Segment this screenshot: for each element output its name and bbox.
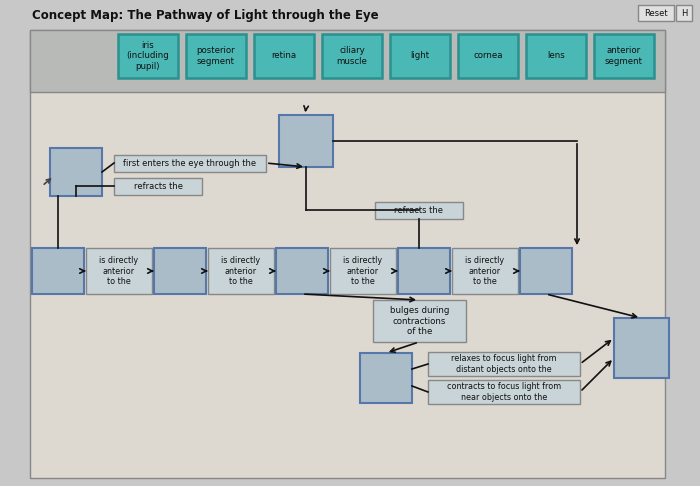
FancyBboxPatch shape (614, 318, 669, 378)
FancyBboxPatch shape (86, 248, 152, 294)
Text: refracts the: refracts the (395, 206, 444, 215)
FancyBboxPatch shape (594, 34, 654, 78)
FancyBboxPatch shape (279, 115, 333, 167)
Text: is directly
anterior
to the: is directly anterior to the (344, 256, 383, 286)
FancyBboxPatch shape (30, 30, 665, 478)
Text: posterior
segment: posterior segment (197, 46, 235, 66)
Text: iris
(including
pupil): iris (including pupil) (127, 41, 169, 71)
Text: lens: lens (547, 52, 565, 60)
Text: is directly
anterior
to the: is directly anterior to the (99, 256, 139, 286)
FancyBboxPatch shape (526, 34, 586, 78)
FancyBboxPatch shape (452, 248, 518, 294)
Text: Reset: Reset (644, 8, 668, 17)
Text: refracts the: refracts the (134, 182, 183, 191)
FancyBboxPatch shape (373, 300, 466, 342)
FancyBboxPatch shape (50, 148, 102, 196)
FancyBboxPatch shape (118, 34, 178, 78)
FancyBboxPatch shape (330, 248, 396, 294)
FancyBboxPatch shape (154, 248, 206, 294)
Text: Concept Map: The Pathway of Light through the Eye: Concept Map: The Pathway of Light throug… (32, 8, 379, 21)
FancyBboxPatch shape (32, 248, 84, 294)
Text: relaxes to focus light from
distant objects onto the: relaxes to focus light from distant obje… (452, 354, 556, 374)
FancyBboxPatch shape (322, 34, 382, 78)
Text: light: light (410, 52, 430, 60)
FancyBboxPatch shape (114, 178, 202, 195)
Text: anterior
segment: anterior segment (605, 46, 643, 66)
FancyBboxPatch shape (428, 352, 580, 376)
FancyBboxPatch shape (458, 34, 518, 78)
Text: ciliary
muscle: ciliary muscle (337, 46, 368, 66)
Text: first enters the eye through the: first enters the eye through the (123, 159, 257, 168)
FancyBboxPatch shape (676, 5, 692, 21)
FancyBboxPatch shape (254, 34, 314, 78)
Text: contracts to focus light from
near objects onto the: contracts to focus light from near objec… (447, 382, 561, 402)
FancyBboxPatch shape (114, 155, 266, 172)
FancyBboxPatch shape (208, 248, 274, 294)
FancyBboxPatch shape (276, 248, 328, 294)
FancyBboxPatch shape (398, 248, 450, 294)
FancyBboxPatch shape (638, 5, 674, 21)
FancyBboxPatch shape (360, 353, 412, 403)
Text: H: H (681, 8, 687, 17)
FancyBboxPatch shape (520, 248, 572, 294)
Text: bulges during
contractions
of the: bulges during contractions of the (390, 306, 449, 336)
FancyBboxPatch shape (30, 30, 665, 92)
Text: cornea: cornea (473, 52, 503, 60)
Text: retina: retina (272, 52, 297, 60)
FancyBboxPatch shape (428, 380, 580, 404)
FancyBboxPatch shape (390, 34, 450, 78)
FancyBboxPatch shape (375, 202, 463, 219)
Text: is directly
anterior
to the: is directly anterior to the (221, 256, 260, 286)
FancyBboxPatch shape (186, 34, 246, 78)
Text: is directly
anterior
to the: is directly anterior to the (466, 256, 505, 286)
